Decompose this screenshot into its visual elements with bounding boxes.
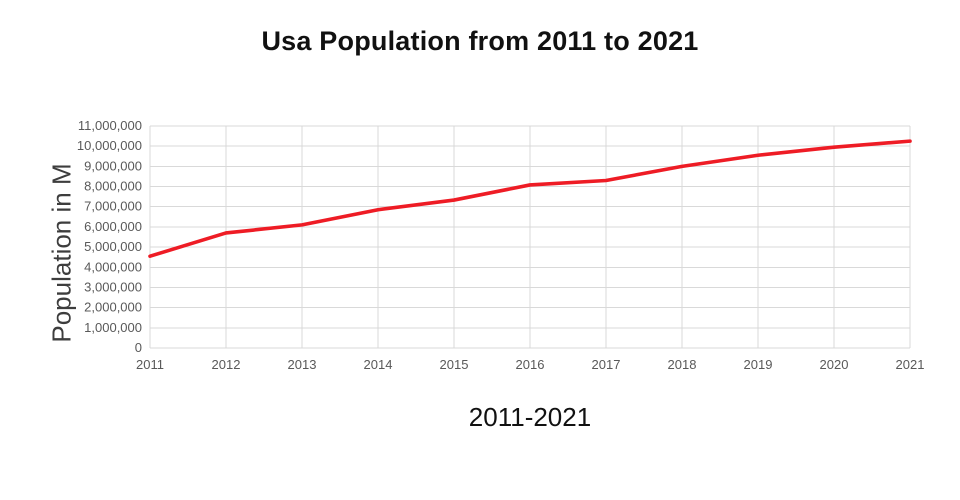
y-tick-label: 9,000,000	[84, 158, 142, 173]
x-tick-label: 2013	[288, 357, 317, 372]
y-tick-label: 8,000,000	[84, 179, 142, 194]
x-tick-label: 2014	[364, 357, 393, 372]
y-tick-label: 10,000,000	[77, 138, 142, 153]
x-tick-label: 2021	[896, 357, 925, 372]
y-tick-label: 1,000,000	[84, 320, 142, 335]
y-tick-label: 11,000,000	[78, 118, 142, 133]
x-tick-label: 2019	[744, 357, 773, 372]
x-tick-label: 2012	[212, 357, 241, 372]
chart-title: Usa Population from 2011 to 2021	[261, 26, 699, 56]
population-series-line	[148, 139, 912, 258]
y-tick-label: 0	[135, 340, 142, 355]
x-tick-label: 2015	[440, 357, 469, 372]
x-tick-label: 2016	[516, 357, 545, 372]
x-tick-label: 2017	[592, 357, 621, 372]
y-tick-label: 3,000,000	[84, 279, 142, 294]
y-tick-label: 5,000,000	[84, 239, 142, 254]
y-tick-label: 7,000,000	[84, 199, 142, 214]
x-axis-label: 2011-2021	[468, 402, 592, 432]
x-tick-label: 2020	[820, 357, 849, 372]
x-tick-label: 2018	[668, 357, 697, 372]
x-tick-label: 2011	[136, 357, 164, 372]
y-tick-label: 6,000,000	[84, 219, 142, 234]
y-tick-label: 4,000,000	[84, 259, 142, 274]
y-tick-label: 2,000,000	[84, 300, 142, 315]
